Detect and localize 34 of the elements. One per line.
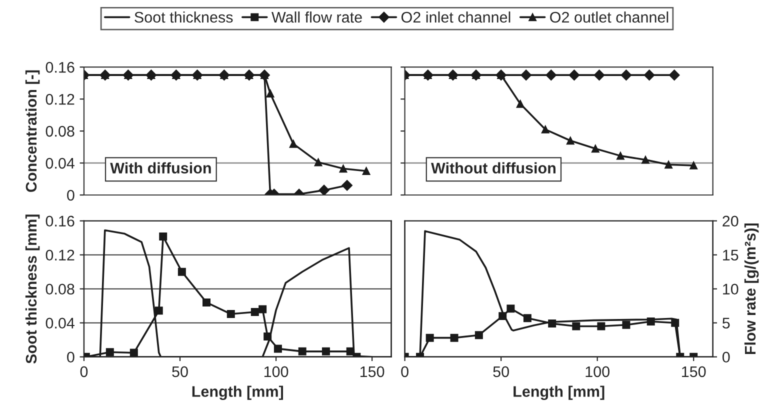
y2-axis-title: Flow rate [g/(m²s)] bbox=[744, 224, 759, 354]
y2-tick-label: 20 bbox=[722, 216, 738, 227]
annotation: Without diffusion bbox=[431, 162, 556, 174]
x-axis-title: Length [mm] bbox=[192, 386, 284, 400]
x-tick-label: 150 bbox=[682, 366, 706, 378]
legend-label: Soot thickness bbox=[134, 11, 233, 23]
x-tick-label: 50 bbox=[172, 366, 188, 378]
x-tick-label: 150 bbox=[360, 366, 384, 378]
y-tick-label: 0.08 bbox=[46, 126, 74, 137]
x-tick-label: 50 bbox=[493, 366, 509, 378]
x-tick-label: 100 bbox=[264, 366, 288, 378]
y-tick-label: 0.16 bbox=[46, 62, 74, 73]
y2-tick-label: 15 bbox=[723, 250, 738, 261]
legend-label: O2 inlet channel bbox=[401, 11, 510, 23]
x-tick-label: 0 bbox=[401, 366, 408, 378]
y-tick-label: 0.08 bbox=[46, 284, 74, 295]
y-axis-title: Soot thickness [mm] bbox=[25, 214, 40, 364]
y-tick-label: 0.04 bbox=[46, 158, 75, 169]
y2-tick-label: 10 bbox=[723, 284, 738, 295]
y-tick-label: 0 bbox=[67, 352, 74, 363]
y-tick-label: 0.12 bbox=[46, 94, 74, 105]
legend-label: O2 outlet channel bbox=[550, 11, 668, 23]
y-tick-label: 0 bbox=[67, 190, 74, 201]
y-tick-label: 0.16 bbox=[46, 216, 74, 227]
y-tick-label: 0.12 bbox=[46, 250, 74, 261]
x-tick-label: 100 bbox=[586, 366, 610, 378]
y-axis-title: Concentration [-] bbox=[25, 70, 40, 192]
x-axis-title: Length [mm] bbox=[514, 386, 604, 400]
y2-tick-label: 0 bbox=[722, 352, 730, 363]
x-tick-label: 0 bbox=[80, 366, 88, 378]
y-tick-label: 0.04 bbox=[46, 318, 75, 329]
annotation: With diffusion bbox=[110, 162, 211, 174]
legend-label: Wall flow rate bbox=[272, 11, 362, 23]
y2-tick-label: 5 bbox=[722, 318, 730, 329]
